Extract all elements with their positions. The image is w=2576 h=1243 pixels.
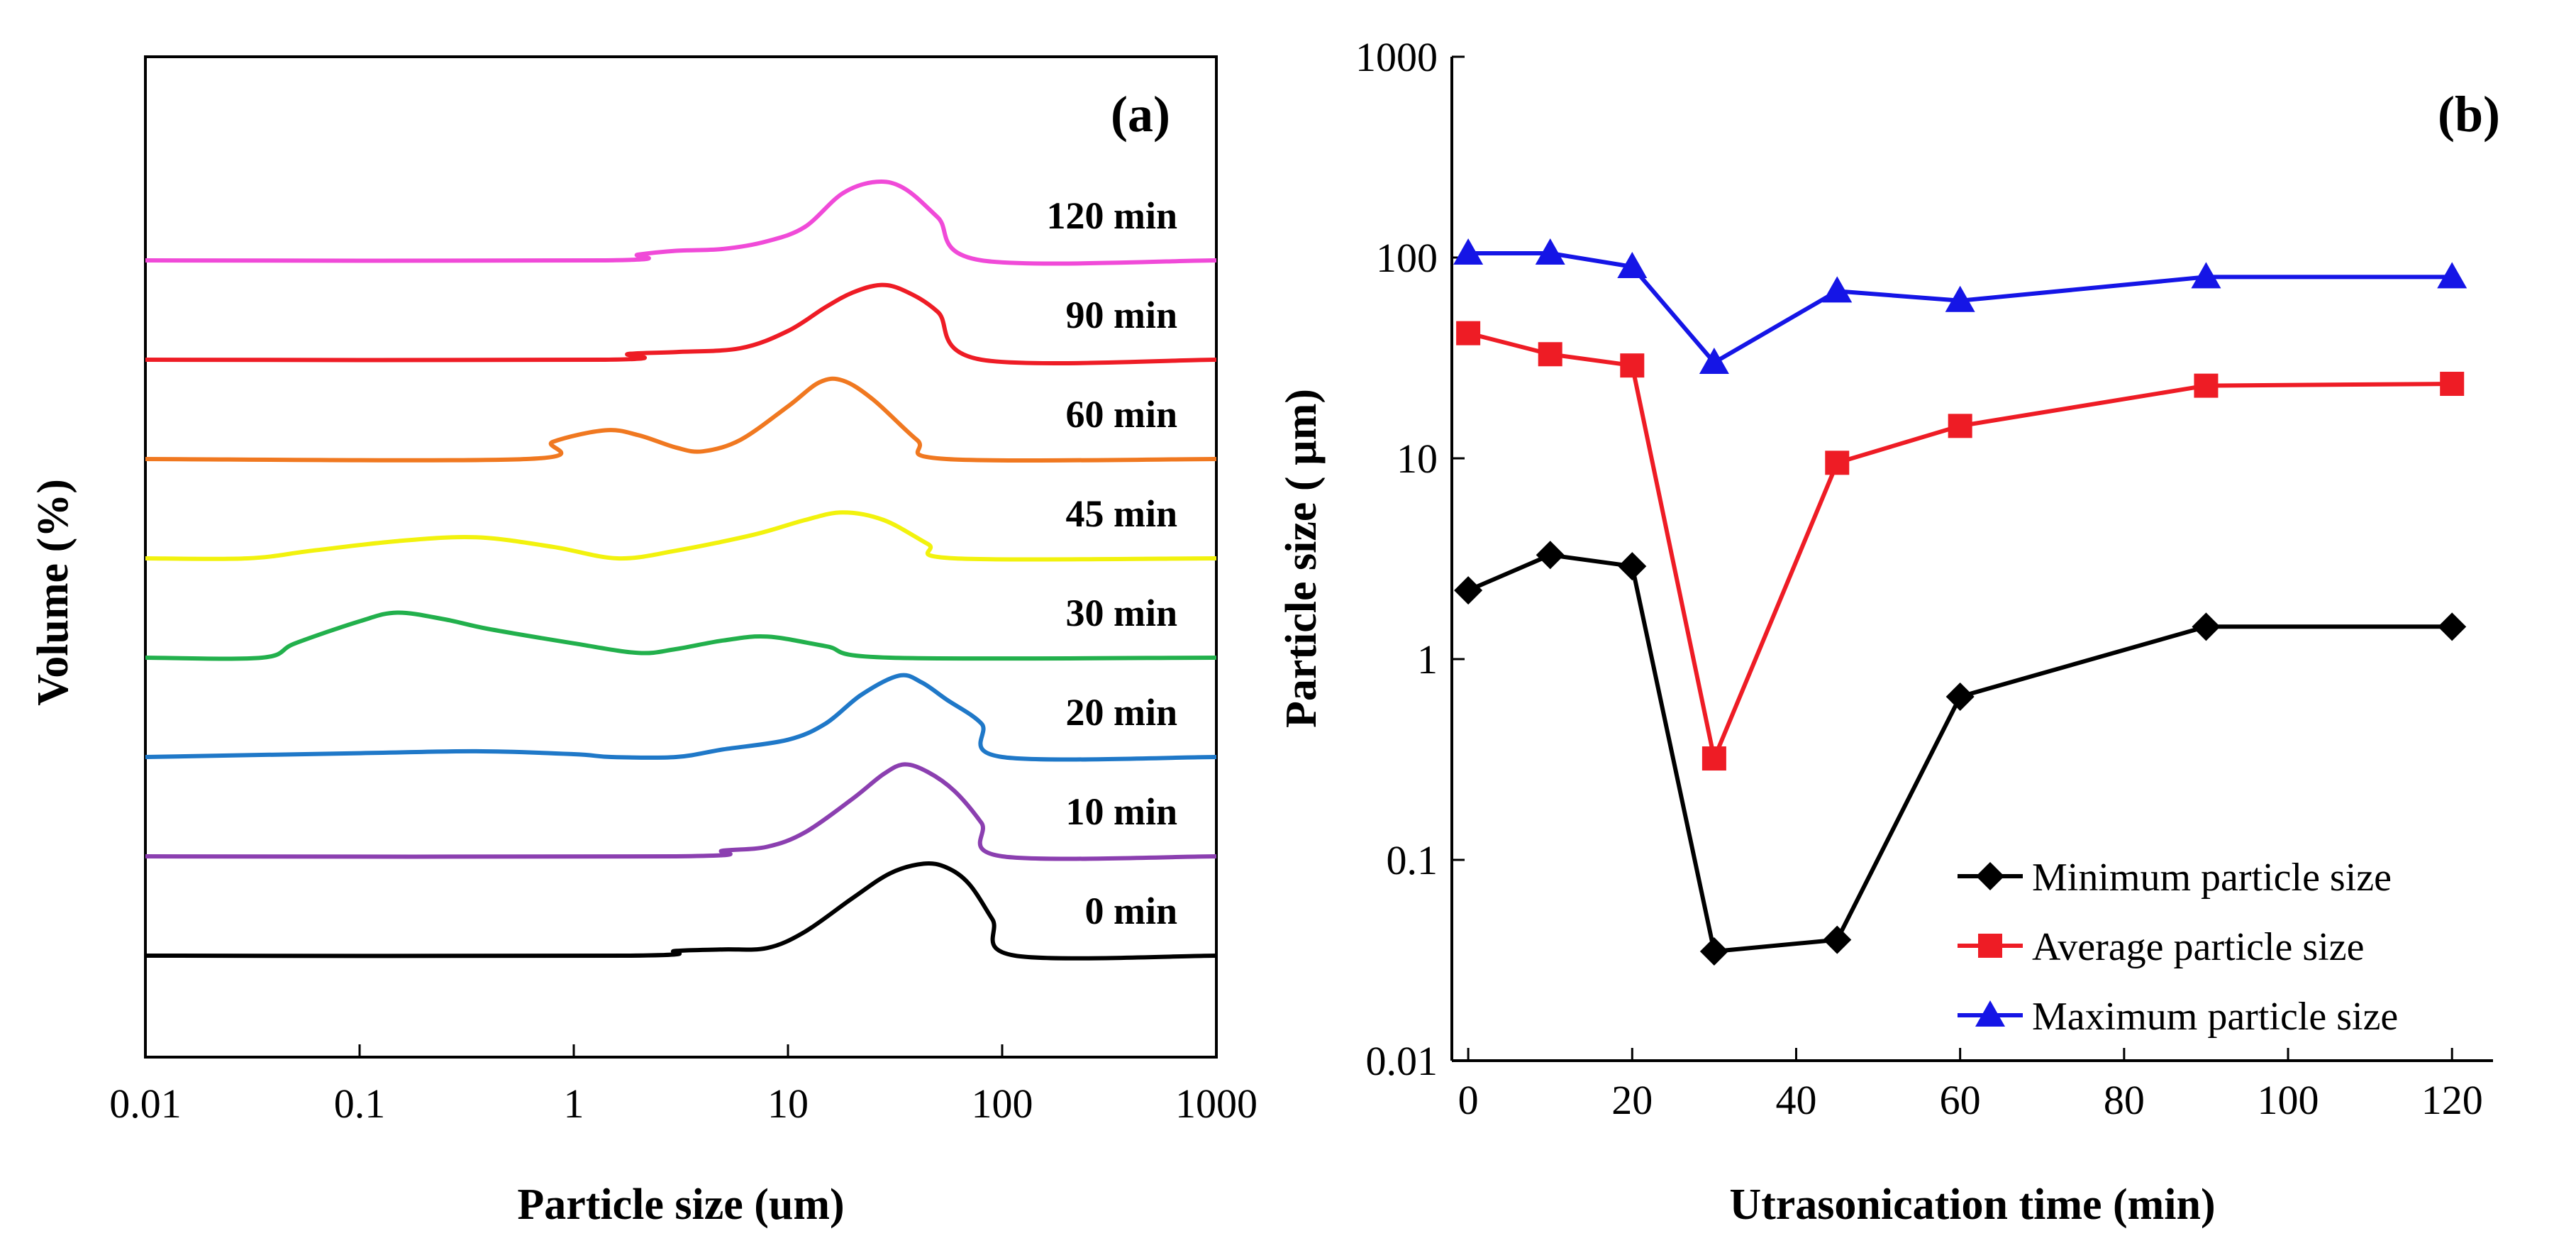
data-point-maximum-particle-size	[1699, 347, 1729, 374]
data-point-minimum-particle-size	[1699, 937, 1728, 966]
series-line-minimum-particle-size	[1467, 553, 2453, 954]
panel-b-x-tick-label: 0	[1458, 1077, 1479, 1123]
data-point-minimum-particle-size	[1945, 682, 1975, 711]
panel-b-x-axis-label: Utrasonication time (min)	[1729, 1181, 2215, 1229]
panel-a-curve-60-min	[145, 376, 1217, 463]
data-point-minimum-particle-size	[1823, 925, 1852, 954]
panel-a-curve-labels: 0 min 10 min 20 min 30 min 45 min 60 min 90 mi…	[1046, 194, 1177, 932]
panel-b-x-tick-label: 120	[2421, 1077, 2483, 1123]
panel-b-y-tick-label: 10	[1397, 436, 1438, 482]
panel-a-x-tick-label: 100	[972, 1081, 1033, 1127]
data-point-average-particle-size	[1701, 746, 1726, 771]
panel-a-curve-90-min	[145, 282, 1217, 366]
data-point-average-particle-size	[2440, 371, 2465, 396]
panel-a-curve-45-min	[145, 510, 1217, 562]
data-point-minimum-particle-size	[1618, 552, 1647, 581]
series-minimum-particle-size	[1454, 541, 2467, 966]
panel-b-tag: (b)	[2438, 86, 2500, 143]
panel-b-x-tick-label: 100	[2258, 1077, 2319, 1123]
panel-b-series	[1453, 238, 2467, 966]
panel-b-y-axis-label: Particle size ( µm)	[1277, 389, 1326, 728]
panel-a-chart: 0 min 10 min 20 min 30 min 45 min 60 min 90 mi…	[29, 55, 1258, 1229]
panel-b-y-tick-label: 0.1	[1387, 837, 1438, 883]
panel-a-x-tick-label: 1	[564, 1081, 584, 1127]
legend-label: Maximum particle size	[2032, 995, 2398, 1039]
panel-b-chart: 0.01 0.1 1 10 100 1000 0 20 40 60 80 100 120 (b) Ut…	[1277, 34, 2500, 1229]
panel-a-curve-label: 60 min	[1065, 393, 1177, 436]
data-point-average-particle-size	[1825, 451, 1850, 475]
panel-b-legend: Minimum particle size Average particle si…	[1958, 856, 2398, 1039]
data-point-maximum-particle-size	[1453, 238, 1484, 265]
series-line-average-particle-size	[1467, 331, 2453, 761]
legend-marker-minimum-particle-size	[1976, 862, 2004, 890]
legend-marker-maximum-particle-size	[1975, 1000, 2005, 1027]
panel-b-y-tick-label: 0.01	[1366, 1038, 1438, 1084]
panel-a-x-ticks: 0.01 0.1 1 10 100 1000	[109, 1044, 1258, 1127]
legend-marker-average-particle-size	[1978, 934, 2002, 958]
panel-a-curve-label: 30 min	[1065, 592, 1177, 634]
panel-b-x-ticks: 0 20 40 60 80 100 120	[1458, 1048, 2483, 1123]
panel-b-x-tick-label: 20	[1611, 1077, 1653, 1123]
panel-b-y-ticks: 0.01 0.1 1 10 100 1000	[1355, 34, 1465, 1084]
panel-a-x-axis-label: Particle size (um)	[517, 1181, 844, 1229]
panel-b-x-tick-label: 80	[2104, 1077, 2145, 1123]
panel-a-x-tick-label: 0.1	[334, 1081, 386, 1127]
legend-label: Minimum particle size	[2032, 856, 2392, 900]
data-point-average-particle-size	[1948, 414, 1972, 438]
panel-a-curve-120-min	[145, 179, 1217, 266]
panel-a-tag: (a)	[1111, 86, 1170, 143]
panel-a-curve-label: 0 min	[1084, 890, 1177, 932]
panel-b-y-tick-label: 100	[1376, 235, 1438, 281]
panel-b-y-tick-label: 1000	[1355, 34, 1438, 80]
panel-b-y-tick-label: 1	[1417, 636, 1438, 683]
panel-a-curve-label: 90 min	[1065, 294, 1177, 336]
data-point-average-particle-size	[1620, 353, 1645, 378]
data-point-maximum-particle-size	[1822, 276, 1853, 303]
panel-a-x-tick-label: 10	[767, 1081, 809, 1127]
panel-a-x-tick-label: 0.01	[109, 1081, 182, 1127]
data-point-minimum-particle-size	[2438, 612, 2467, 641]
data-point-maximum-particle-size	[2191, 262, 2221, 289]
panel-a-curves	[145, 179, 1217, 961]
data-point-minimum-particle-size	[2192, 612, 2221, 641]
data-point-maximum-particle-size	[2437, 262, 2467, 289]
panel-a-curve-label: 20 min	[1065, 691, 1177, 734]
data-point-minimum-particle-size	[1454, 576, 1483, 605]
data-point-average-particle-size	[1538, 342, 1562, 367]
panel-a-y-axis-label: Volume (%)	[29, 479, 77, 706]
panel-a-curve-0-min	[145, 861, 1217, 961]
panel-a-x-tick-label: 1000	[1175, 1081, 1258, 1127]
panel-b-x-tick-label: 40	[1775, 1077, 1816, 1123]
panel-a-curve-30-min	[145, 610, 1217, 661]
data-point-average-particle-size	[1456, 321, 1481, 346]
series-average-particle-size	[1456, 321, 2465, 771]
legend-label: Average particle size	[2032, 925, 2364, 969]
series-maximum-particle-size	[1453, 238, 2467, 374]
data-point-average-particle-size	[2194, 373, 2219, 398]
panel-a-curve-label: 10 min	[1065, 790, 1177, 833]
panel-a-curve-label: 45 min	[1065, 492, 1177, 535]
panel-a-curve-10-min	[145, 762, 1217, 861]
data-point-maximum-particle-size	[1535, 238, 1565, 265]
panel-a-curve-20-min	[145, 673, 1217, 762]
data-point-maximum-particle-size	[1945, 285, 1975, 312]
panel-b-x-tick-label: 60	[1940, 1077, 1981, 1123]
panel-a-curve-label: 120 min	[1046, 194, 1177, 237]
series-line-maximum-particle-size	[1468, 251, 2453, 365]
panel-b-axes	[1450, 57, 2493, 1062]
data-point-maximum-particle-size	[1617, 251, 1648, 278]
data-point-minimum-particle-size	[1536, 541, 1565, 570]
